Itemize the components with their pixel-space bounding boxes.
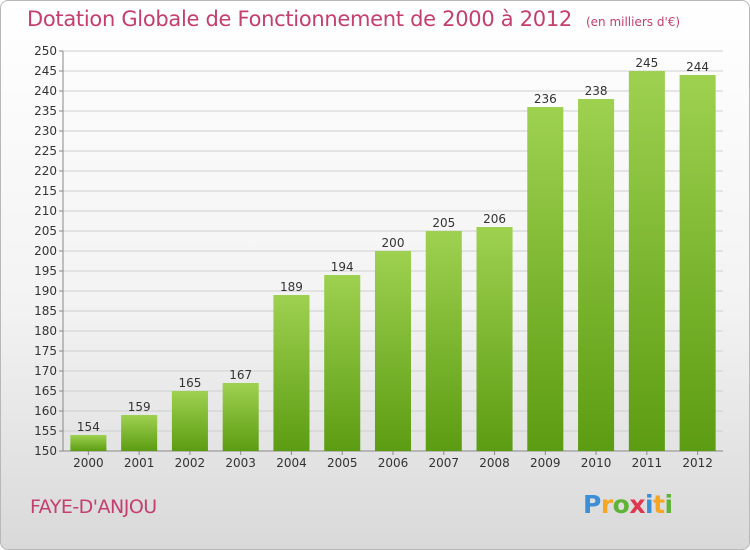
bar	[578, 99, 615, 451]
bar	[628, 71, 665, 451]
x-tick-label: 2000	[73, 456, 104, 470]
bar	[679, 75, 716, 451]
y-tick-label: 235	[34, 104, 57, 118]
x-tick-label: 2008	[479, 456, 510, 470]
bar-value-label: 238	[585, 84, 608, 98]
x-tick-label: 2010	[581, 456, 612, 470]
bar	[70, 435, 107, 451]
bar	[425, 231, 462, 451]
logo-letter: r	[600, 490, 613, 519]
bar-value-label: 165	[178, 376, 201, 390]
bar-value-label: 154	[77, 420, 100, 434]
y-tick-label: 230	[34, 124, 57, 138]
logo-letter: o	[612, 490, 630, 519]
logo-letter: i	[645, 490, 654, 519]
y-tick-label: 180	[34, 324, 57, 338]
bar-value-label: 159	[128, 400, 151, 414]
logo-letter: t	[653, 490, 665, 519]
y-tick-label: 225	[34, 144, 57, 158]
x-tick-label: 2012	[682, 456, 713, 470]
title-text: Dotation Globale de Fonctionnement de 20…	[27, 7, 572, 31]
bar-value-label: 205	[432, 216, 455, 230]
y-tick-label: 240	[34, 84, 57, 98]
bar	[222, 383, 259, 451]
y-tick-label: 175	[34, 344, 57, 358]
commune-name: FAYE-D'ANJOU	[30, 496, 157, 518]
proxiti-logo: Proxiti	[583, 490, 673, 519]
logo-letter: i	[664, 490, 674, 519]
bar-value-label: 245	[635, 56, 658, 70]
unit-label: (en milliers d'€)	[585, 15, 681, 29]
bar-value-label: 236	[534, 92, 557, 106]
bar-value-label: 189	[280, 280, 303, 294]
y-tick-label: 245	[34, 64, 57, 78]
x-tick-label: 2005	[327, 456, 358, 470]
logo-letter: x	[629, 490, 645, 519]
logo-letter: P	[583, 490, 601, 519]
bar-value-label: 194	[331, 260, 354, 274]
bar	[374, 251, 412, 451]
bar	[171, 391, 208, 451]
x-tick-label: 2002	[175, 456, 206, 470]
y-tick-label: 160	[34, 404, 57, 418]
bar-value-label: 206	[483, 212, 506, 226]
bar	[121, 415, 158, 451]
x-tick-label: 2007	[428, 456, 459, 470]
x-tick-label: 2004	[276, 456, 307, 470]
y-tick-label: 210	[34, 204, 57, 218]
x-tick-label: 2006	[378, 456, 409, 470]
y-tick-label: 150	[34, 444, 57, 458]
x-tick-label: 2003	[225, 456, 256, 470]
y-tick-label: 155	[34, 424, 57, 438]
y-tick-label: 185	[34, 304, 57, 318]
y-tick-label: 215	[34, 184, 57, 198]
y-tick-label: 195	[34, 264, 57, 278]
x-tick-label: 2001	[124, 456, 155, 470]
y-tick-label: 165	[34, 384, 57, 398]
y-tick-label: 170	[34, 364, 57, 378]
y-tick-label: 220	[34, 164, 57, 178]
bar-value-label: 244	[686, 60, 709, 74]
bar	[324, 275, 361, 451]
bar	[476, 227, 513, 451]
y-tick-label: 200	[34, 244, 57, 258]
bar	[527, 107, 564, 451]
y-tick-label: 190	[34, 284, 57, 298]
bar	[273, 295, 310, 451]
x-tick-label: 2011	[632, 456, 663, 470]
bar-value-label: 167	[229, 368, 252, 382]
y-tick-label: 205	[34, 224, 57, 238]
chart-title: Dotation Globale de Fonctionnement de 20…	[27, 7, 680, 31]
y-tick-label: 250	[34, 44, 57, 58]
bar-value-label: 200	[382, 236, 405, 250]
x-tick-label: 2009	[530, 456, 561, 470]
